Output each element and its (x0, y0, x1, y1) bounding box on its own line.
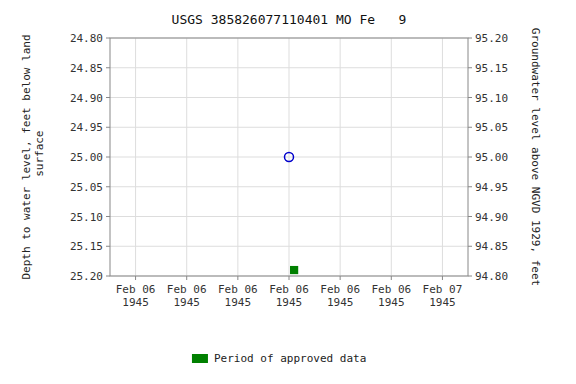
text-line: Feb 06 (371, 283, 411, 296)
tick-mark (106, 97, 110, 98)
tick-mark (468, 246, 472, 247)
tick-label: Feb 061945 (167, 283, 207, 309)
y-axis: 24.80 24.85 24.90 24.95 25.00 25.05 25.10 25.15… (70, 32, 110, 283)
text-line: Feb 06 (218, 283, 258, 296)
x-axis: Feb 061945Feb 061945Feb 061945Feb 061945… (116, 276, 463, 309)
tick-mark (468, 97, 472, 98)
point (285, 153, 294, 162)
plot-area (110, 38, 468, 276)
tick-label: 25.00 (70, 151, 103, 164)
grid-line (442, 38, 443, 276)
grid-line (186, 38, 187, 276)
y-axis-label: Depth to water level, feet below land su… (20, 34, 46, 279)
text-line: 1945 (122, 296, 149, 309)
tick-mark (106, 216, 110, 217)
grid (110, 38, 468, 276)
tick-mark (468, 216, 472, 217)
tick-mark (135, 276, 136, 280)
tick-label: Feb 061945 (218, 283, 258, 309)
tick-label: 24.95 (70, 121, 103, 134)
tick-label: Feb 071945 (423, 283, 463, 309)
tick-label: 95.10 (475, 92, 508, 105)
text-line: Groundwater level above NGVD 1929, feet (529, 28, 542, 286)
tick-label: Feb 061945 (269, 283, 309, 309)
y2-axis-label: Groundwater level above NGVD 1929, feet (529, 28, 542, 286)
text-line: Feb 06 (320, 283, 360, 296)
tick-mark (468, 38, 472, 39)
text-line: Depth to water level, feet below land (20, 34, 33, 279)
tick-label: 95.20 (475, 32, 508, 45)
title: USGS 385826077110401 MO Fe 9 (172, 12, 407, 27)
tick-label: 24.80 (70, 32, 103, 45)
tick-mark (468, 127, 472, 128)
chart: 24.80 24.85 24.90 24.95 25.00 25.05 25.10 25.15… (0, 0, 576, 384)
tick-label: Feb 061945 (371, 283, 411, 309)
tick-mark (468, 67, 472, 68)
text-line: surface (33, 131, 46, 184)
tick-mark (186, 276, 187, 280)
text-line: 1945 (225, 296, 252, 309)
text-line: Feb 06 (116, 283, 156, 296)
tick-mark (237, 276, 238, 280)
text-line: Feb 07 (423, 283, 463, 296)
tick-mark (106, 186, 110, 187)
data (285, 153, 298, 274)
tick-label: 25.05 (70, 181, 103, 194)
tick-label: Feb 061945 (116, 283, 156, 309)
legend-label: Period of approved data (214, 352, 366, 365)
tick-mark (106, 67, 110, 68)
tick-mark (442, 276, 443, 280)
tick-mark (106, 246, 110, 247)
tick-label: 24.85 (70, 62, 103, 75)
tick-mark (468, 276, 472, 277)
tick-label: Feb 061945 (320, 283, 360, 309)
legend-swatch (192, 354, 208, 363)
text-line: Feb 06 (269, 283, 309, 296)
tick-label: 25.15 (70, 240, 103, 253)
text-line: 1945 (173, 296, 200, 309)
tick-label: 94.95 (475, 181, 508, 194)
tick-label: 24.90 (70, 92, 103, 105)
tick-label: 94.90 (475, 211, 508, 224)
grid-line (340, 38, 341, 276)
tick-label: 94.80 (475, 270, 508, 283)
tick-label: 94.85 (475, 240, 508, 253)
text-line: Feb 06 (167, 283, 207, 296)
grid-line (289, 38, 290, 276)
text-line: 1945 (276, 296, 303, 309)
tick-mark (391, 276, 392, 280)
tick-mark (289, 276, 290, 280)
tick-label: 25.10 (70, 211, 103, 224)
tick-mark (106, 157, 110, 158)
tick-label: 95.00 (475, 151, 508, 164)
tick-mark (340, 276, 341, 280)
grid-line (237, 38, 238, 276)
tick-label: 25.20 (70, 270, 103, 283)
tick-label: 95.05 (475, 121, 508, 134)
text-line: 1945 (327, 296, 354, 309)
plot-frame (110, 38, 468, 276)
y2-axis: 95.20 95.15 95.10 95.05 95.00 94.95 94.90 94.85… (468, 32, 508, 283)
point (291, 267, 298, 274)
text-line: 1945 (378, 296, 405, 309)
tick-mark (106, 276, 110, 277)
grid-line (135, 38, 136, 276)
tick-mark (468, 186, 472, 187)
text-line: 1945 (429, 296, 456, 309)
tick-label: 95.15 (475, 62, 508, 75)
tick-mark (106, 127, 110, 128)
legend: Period of approved data (192, 352, 366, 365)
grid-line (391, 38, 392, 276)
tick-mark (106, 38, 110, 39)
tick-mark (468, 157, 472, 158)
